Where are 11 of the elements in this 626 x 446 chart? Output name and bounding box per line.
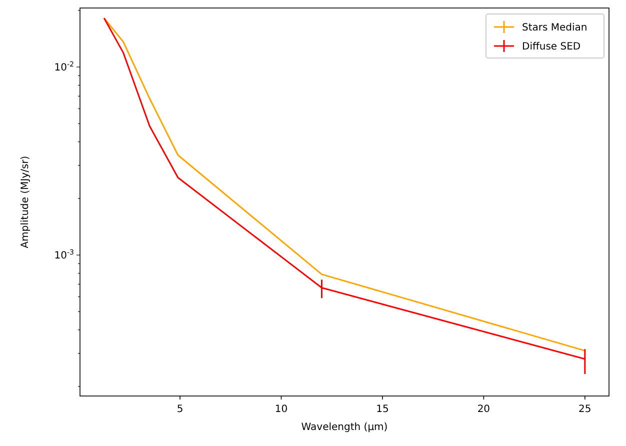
- legend-label: Diffuse SED: [522, 42, 581, 52]
- legend-label: Stars Median: [522, 22, 588, 34]
- y-tick-label: 10$^{-3}$: [54, 248, 74, 262]
- x-tick-label: 15: [376, 404, 389, 415]
- y-tick-label: 10$^{-2}$: [54, 60, 74, 74]
- x-tick-label: 20: [477, 404, 490, 415]
- x-tick-label: 25: [578, 404, 592, 415]
- x-axis-title: Wavelength (μm): [301, 422, 388, 433]
- y-axis-title: Amplitude (MJy/sr): [20, 156, 31, 248]
- x-tick-label: 10: [274, 404, 288, 415]
- x-tick-label: 5: [176, 404, 184, 415]
